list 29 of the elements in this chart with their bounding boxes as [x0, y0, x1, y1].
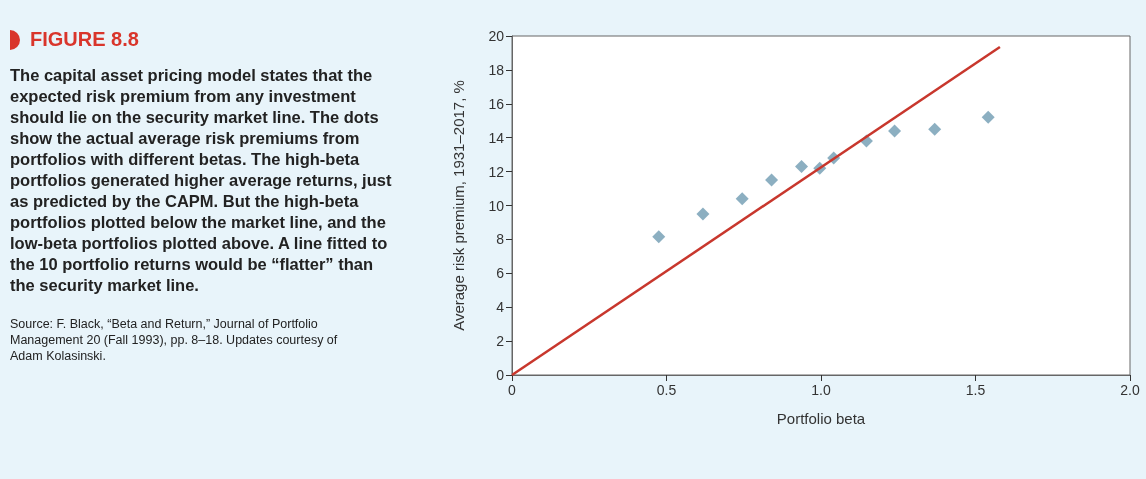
y-tick-label: 4: [496, 299, 505, 316]
point: [696, 207, 710, 221]
x-axis-title: Portfolio beta: [776, 410, 866, 427]
y-tick-label: 6: [496, 265, 505, 282]
y-tick-label: 14: [488, 129, 505, 146]
point: [795, 160, 809, 174]
y-axis-title: Average risk premium, 1931–2017, %: [450, 80, 467, 331]
x-tick-label: 0.5: [656, 382, 677, 398]
point: [888, 124, 902, 138]
point: [765, 173, 779, 187]
y-tick-label: 12: [488, 163, 505, 180]
source-note: Source: F. Black, “Beta and Return,” Journal of Portfolio Management 20 (Fall 1993), pp. 8–18. Updates courtesy of Adam Kolasinski.: [10, 316, 339, 364]
y-tick-label: 18: [488, 61, 505, 78]
x-tick-label: 1.0: [811, 382, 831, 398]
point: [981, 110, 995, 124]
point: [652, 230, 666, 244]
x-tick-label: 1.5: [965, 382, 986, 398]
text: The capital asset pricing model states that the expected risk premium from any investment should lie on the security market line. The dots show the actual average risk premiums from portfolios with different betas. The high-beta portfolios generated higher average returns, just as predicted by the CAPM. But the high-beta portfolios plotted below the market line, and the low-beta portfolios plotted above. A line fitted to the 10 portfolio returns would be “flatter” than the security market line.: [10, 66, 392, 294]
y-tick-label: 16: [488, 95, 505, 112]
y-tick-label: 10: [488, 197, 505, 214]
text: FIGURE 8.8: [30, 28, 139, 51]
point: [735, 192, 749, 206]
x-tick-label: 2.0: [1120, 382, 1140, 398]
y-tick-label: 20: [488, 28, 505, 44]
y-tick-label: 0: [496, 367, 505, 383]
x-tick-label: 0: [508, 382, 517, 398]
point: [928, 122, 942, 136]
y-tick-label: 8: [496, 231, 505, 248]
y-tick-label: 2: [496, 333, 505, 350]
